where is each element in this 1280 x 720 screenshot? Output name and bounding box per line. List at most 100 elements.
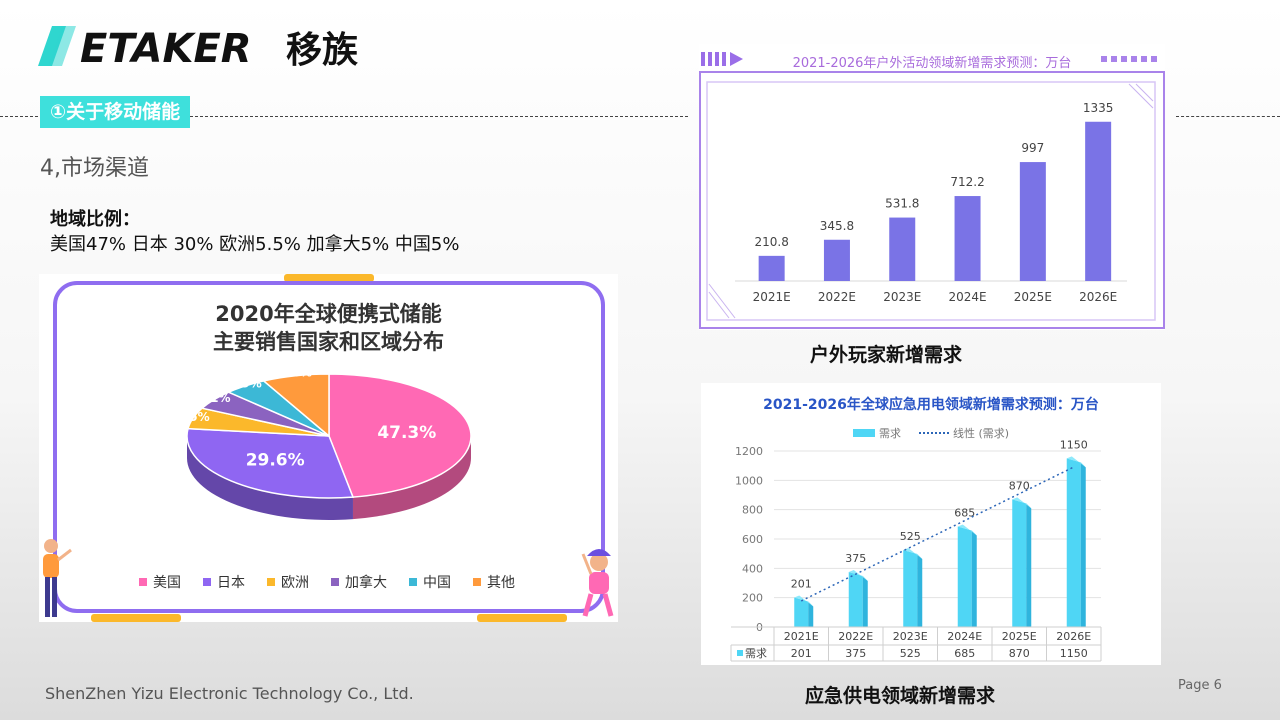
emergency-bar-side [971,530,977,627]
outdoor-bar [823,239,850,281]
y-tick-label: 400 [742,562,763,575]
outdoor-frame-inner [706,81,1156,321]
pie-chart-title: 2020年全球便携式储能 主要销售国家和区域分布 [39,300,618,356]
pie-value-label: 5.5% [176,410,209,424]
person-right-icon [581,549,614,617]
legend-dotted-line-icon [919,432,949,434]
outdoor-chart-card: 210.8 2021E 345.8 2022E 531.8 2023E 712.2 2024E… [699,44,1165,330]
emergency-value-label: 375 [845,552,866,565]
legend-swatch-icon [331,578,339,586]
table-value-cell: 870 [1009,647,1030,660]
emergency-value-label: 685 [954,507,975,520]
outdoor-category-label: 2021E [753,290,791,304]
y-tick-label: 1000 [735,474,763,487]
outdoor-bar [889,217,916,281]
pie-slice-5 [262,373,330,438]
header-divider-left [0,116,688,117]
outdoor-category-label: 2022E [818,290,856,304]
pie-chart-card: 47.3% 29.6% 5.5% 5.1% 4.9% 7.6% 2020年全球便携式储能 … [39,274,618,622]
pie-slice-0 [328,373,472,498]
pie-card-border [53,281,605,613]
emergency-bar-top [1066,456,1086,468]
emergency-bar [957,526,972,627]
table-swatch-icon [737,650,743,656]
y-tick-label: 600 [742,533,763,546]
pie-value-label: 5.1% [197,391,230,405]
table-value-cell: 375 [845,647,866,660]
legend-swatch-icon [203,578,211,586]
legend-label: 线性 (需求) [953,427,1010,440]
table-category-cell: 2025E [1002,630,1037,643]
table-category-cell: 2023E [893,630,928,643]
table-value-cell: 1150 [1060,647,1088,660]
pie-slice-side [352,436,471,520]
legend-item-trendline: 线性 (需求) [919,425,1009,441]
table-category-cell: 2022E [838,630,873,643]
outdoor-bar [1019,162,1046,281]
pie-value-label: 4.9% [229,376,262,390]
legend-item-europe: 欧洲 [267,572,309,592]
pie-title-line1: 2020年全球便携式储能 [215,302,442,326]
legend-label: 需求 [879,427,901,440]
pie-value-label: 47.3% [377,423,436,443]
outdoor-value-label: 531.8 [885,197,919,211]
legend-label: 美国 [153,575,181,591]
legend-label: 欧洲 [281,575,309,591]
pie-value-label: 29.6% [246,451,305,471]
outdoor-bar [758,255,785,281]
emergency-bar [794,597,809,627]
footer-company: ShenZhen Yizu Electronic Technology Co.,… [45,684,414,703]
legend-label: 日本 [217,575,245,591]
table-value-cell: 685 [954,647,975,660]
legend-swatch-icon [139,578,147,586]
emergency-bar-top [957,524,977,536]
emergency-bar-top [848,570,868,581]
table-category-cell: 2024E [947,630,982,643]
logo-wordmark: ETAKER [80,26,252,70]
emergency-bar-side [1080,462,1086,627]
outdoor-value-label: 1335 [1083,101,1114,115]
emergency-bar-side [917,554,923,627]
emergency-legend: 需求 线性 (需求) [853,425,1009,441]
emergency-value-label: 1150 [1060,438,1088,451]
legend-label: 中国 [423,575,451,591]
emergency-chart: 020040060080010001200 201375525685870115… [730,438,1102,662]
outdoor-value-label: 345.8 [820,219,854,233]
emergency-bar [1066,458,1081,627]
outdoor-caption: 户外玩家新增需求 [810,344,963,366]
emergency-bar [903,550,918,627]
table-category-cell: 2021E [784,630,819,643]
emergency-bar [1012,499,1027,627]
legend-swatch-icon [267,578,275,586]
emergency-chart-title: 2021-2026年全球应急用电领域新增需求预测：万台 [763,397,1099,413]
pie-value-label: 7.6% [279,366,312,380]
emergency-value-label: 870 [1009,479,1030,492]
outdoor-chart-title: 2021-2026年户外活动领域新增需求预测：万台 [792,56,1072,71]
pie-chart: 47.3% 29.6% 5.5% 5.1%4.9% 7.6% [43,274,614,622]
pie-slice-1 [186,427,355,499]
emergency-caption: 应急供电领域新增需求 [805,685,996,707]
legend-item-usa: 美国 [139,572,181,592]
page-number: Page 6 [1178,678,1222,693]
legend-label: 加拿大 [345,575,387,591]
emergency-bar-side [808,601,814,627]
trendline [800,466,1075,602]
table-category-cell: 2026E [1056,630,1091,643]
legend-bar-swatch-icon [853,429,875,437]
outdoor-frame-outer [699,71,1165,329]
outdoor-bar [954,196,981,281]
y-tick-label: 200 [742,592,763,605]
outdoor-chart: 210.8 2021E 345.8 2022E 531.8 2023E 712.2 2024E… [699,52,1165,329]
pie-legend: 美国 日本 欧洲 加拿大 中国 其他 [139,572,515,592]
table-row-label: 需求 [745,647,767,660]
region-ratio-title: 地域比例： [50,209,140,230]
emergency-chart-card: 2021-2026年全球应急用电领域新增需求预测：万台 需求 线性 (需求) 0… [701,383,1161,665]
logo-cn-name: 移族 [286,30,358,70]
legend-label: 其他 [487,575,515,591]
outdoor-value-label: 712.2 [950,175,984,189]
emergency-bar-side [862,576,868,627]
outdoor-category-label: 2023E [883,290,921,304]
legend-item-other: 其他 [473,572,515,592]
region-ratio-values: 美国47% 日本 30% 欧洲5.5% 加拿大5% 中国5% [50,234,460,255]
pie-slice-side [187,436,353,520]
